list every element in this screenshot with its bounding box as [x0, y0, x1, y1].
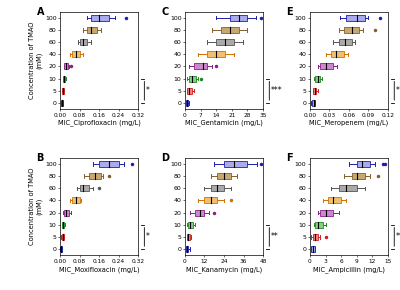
Bar: [190, 75, 196, 82]
Bar: [61, 246, 62, 252]
Text: A: A: [36, 7, 44, 17]
Bar: [216, 39, 234, 45]
Bar: [188, 222, 193, 228]
Bar: [194, 63, 207, 69]
Bar: [338, 185, 357, 191]
Bar: [352, 173, 364, 179]
Bar: [186, 246, 188, 252]
Bar: [331, 51, 344, 57]
Text: B: B: [36, 153, 44, 163]
Bar: [320, 209, 333, 216]
Bar: [87, 27, 97, 33]
Bar: [80, 39, 87, 45]
Bar: [315, 75, 320, 82]
Bar: [357, 161, 370, 167]
Bar: [346, 15, 364, 21]
Bar: [186, 234, 190, 240]
Bar: [207, 51, 225, 57]
Bar: [80, 185, 89, 191]
Bar: [315, 222, 323, 228]
Bar: [61, 100, 63, 106]
Bar: [313, 88, 316, 94]
Bar: [195, 209, 204, 216]
Bar: [211, 185, 224, 191]
Bar: [63, 75, 65, 82]
X-axis label: MIC_Moxifloxacin (mg/L): MIC_Moxifloxacin (mg/L): [59, 266, 139, 273]
Bar: [62, 222, 64, 228]
Bar: [64, 209, 69, 216]
Bar: [312, 234, 318, 240]
Bar: [224, 161, 247, 167]
Bar: [186, 100, 188, 106]
Text: **: **: [271, 232, 279, 242]
Bar: [320, 63, 333, 69]
Text: ***: ***: [271, 86, 282, 95]
Bar: [99, 161, 118, 167]
Text: D: D: [162, 153, 170, 163]
Bar: [62, 234, 64, 240]
Bar: [187, 88, 192, 94]
Text: F: F: [286, 153, 293, 163]
Bar: [221, 27, 238, 33]
Bar: [328, 197, 341, 204]
Bar: [230, 15, 248, 21]
Bar: [338, 39, 352, 45]
Bar: [64, 63, 68, 69]
Text: *: *: [146, 86, 150, 95]
X-axis label: MIC_Gentamicin (mg/L): MIC_Gentamicin (mg/L): [185, 119, 263, 126]
Bar: [344, 27, 359, 33]
Y-axis label: Concentration of TMAO
(mM): Concentration of TMAO (mM): [29, 168, 42, 245]
Bar: [62, 88, 64, 94]
Bar: [89, 173, 101, 179]
X-axis label: MIC_Kanamycin (mg/L): MIC_Kanamycin (mg/L): [186, 266, 262, 273]
Bar: [312, 246, 314, 252]
Text: *: *: [396, 86, 400, 95]
Text: ***: ***: [396, 232, 400, 242]
Text: *: *: [146, 232, 150, 242]
Text: C: C: [162, 7, 169, 17]
Bar: [72, 197, 80, 204]
Bar: [204, 197, 218, 204]
Bar: [91, 15, 109, 21]
Text: E: E: [286, 7, 293, 17]
X-axis label: MIC_Ciprofloxacin (mg/L): MIC_Ciprofloxacin (mg/L): [58, 119, 140, 126]
Bar: [218, 173, 230, 179]
X-axis label: MIC_Ampicillin (mg/L): MIC_Ampicillin (mg/L): [313, 266, 385, 273]
Y-axis label: Concentration of TMAO
(mM): Concentration of TMAO (mM): [29, 21, 42, 99]
Bar: [72, 51, 80, 57]
X-axis label: MIC_Meropenem (mg/L): MIC_Meropenem (mg/L): [309, 119, 388, 126]
Bar: [312, 100, 315, 106]
